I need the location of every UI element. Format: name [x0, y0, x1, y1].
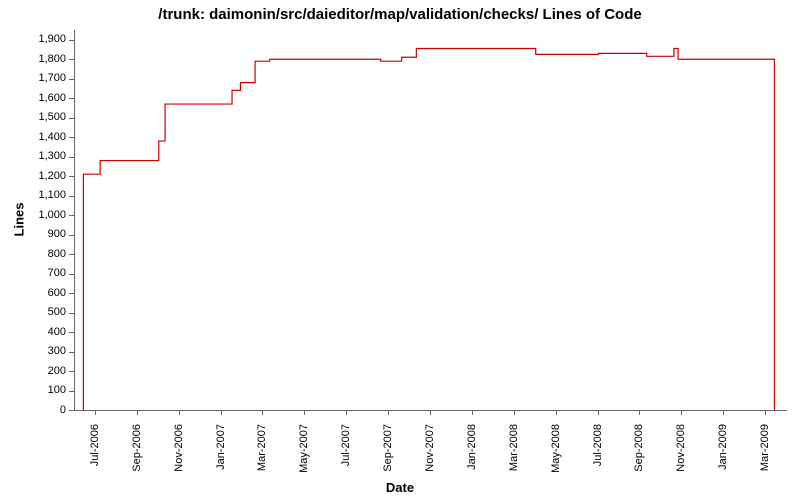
x-tick-mark — [262, 410, 263, 415]
x-tick-label: Nov-2006 — [173, 424, 185, 500]
y-tick-label: 400 — [0, 326, 66, 338]
y-tick-mark — [69, 352, 74, 353]
loc-chart: /trunk: daimonin/src/daieditor/map/valid… — [0, 0, 800, 500]
y-tick-mark — [69, 254, 74, 255]
y-tick-mark — [69, 59, 74, 60]
x-tick-mark — [556, 410, 557, 415]
y-tick-label: 700 — [0, 267, 66, 279]
y-tick-label: 1,600 — [0, 92, 66, 104]
plot-area — [74, 30, 787, 411]
x-tick-label: Jan-2007 — [215, 424, 227, 500]
y-tick-mark — [69, 235, 74, 236]
x-tick-mark — [137, 410, 138, 415]
y-tick-mark — [69, 40, 74, 41]
x-tick-label: Jul-2008 — [592, 424, 604, 500]
y-tick-mark — [69, 371, 74, 372]
x-tick-label: Sep-2007 — [382, 424, 394, 500]
y-tick-mark — [69, 332, 74, 333]
y-tick-label: 800 — [0, 248, 66, 260]
line-series — [75, 30, 787, 410]
y-tick-label: 300 — [0, 345, 66, 357]
y-tick-label: 1,100 — [0, 189, 66, 201]
data-line — [83, 49, 774, 410]
y-tick-label: 900 — [0, 228, 66, 240]
x-tick-mark — [179, 410, 180, 415]
y-tick-mark — [69, 274, 74, 275]
x-tick-label: Mar-2008 — [508, 424, 520, 500]
x-tick-label: Nov-2007 — [424, 424, 436, 500]
x-tick-mark — [472, 410, 473, 415]
y-tick-label: 1,300 — [0, 150, 66, 162]
x-tick-mark — [723, 410, 724, 415]
x-tick-mark — [514, 410, 515, 415]
x-tick-mark — [639, 410, 640, 415]
y-tick-label: 1,800 — [0, 53, 66, 65]
y-tick-label: 1,400 — [0, 131, 66, 143]
x-tick-label: Sep-2006 — [131, 424, 143, 500]
y-tick-mark — [69, 176, 74, 177]
x-tick-label: Mar-2007 — [256, 424, 268, 500]
x-tick-label: Jan-2008 — [466, 424, 478, 500]
x-tick-label: Jan-2009 — [717, 424, 729, 500]
x-tick-label: Jul-2007 — [340, 424, 352, 500]
y-tick-label: 1,000 — [0, 209, 66, 221]
y-tick-mark — [69, 157, 74, 158]
y-tick-mark — [69, 118, 74, 119]
y-tick-label: 200 — [0, 365, 66, 377]
x-tick-label: Nov-2008 — [675, 424, 687, 500]
y-tick-label: 1,500 — [0, 111, 66, 123]
y-tick-mark — [69, 410, 74, 411]
x-tick-mark — [598, 410, 599, 415]
x-tick-label: May-2008 — [550, 424, 562, 500]
x-tick-label: Sep-2008 — [633, 424, 645, 500]
y-tick-mark — [69, 391, 74, 392]
x-tick-label: Jul-2006 — [89, 424, 101, 500]
x-tick-mark — [430, 410, 431, 415]
y-tick-label: 600 — [0, 287, 66, 299]
y-tick-label: 1,900 — [0, 33, 66, 45]
y-tick-label: 100 — [0, 384, 66, 396]
y-tick-mark — [69, 293, 74, 294]
x-tick-label: Mar-2009 — [759, 424, 771, 500]
x-tick-mark — [346, 410, 347, 415]
x-tick-mark — [765, 410, 766, 415]
y-tick-mark — [69, 79, 74, 80]
y-tick-mark — [69, 196, 74, 197]
y-tick-mark — [69, 137, 74, 138]
x-tick-mark — [95, 410, 96, 415]
x-tick-label: May-2007 — [298, 424, 310, 500]
x-tick-mark — [304, 410, 305, 415]
x-tick-mark — [221, 410, 222, 415]
y-tick-mark — [69, 215, 74, 216]
y-tick-label: 1,200 — [0, 170, 66, 182]
x-tick-mark — [388, 410, 389, 415]
y-tick-mark — [69, 313, 74, 314]
y-tick-label: 1,700 — [0, 72, 66, 84]
x-tick-mark — [681, 410, 682, 415]
y-tick-mark — [69, 98, 74, 99]
chart-title: /trunk: daimonin/src/daieditor/map/valid… — [0, 6, 800, 23]
y-tick-label: 500 — [0, 306, 66, 318]
y-tick-label: 0 — [0, 404, 66, 416]
